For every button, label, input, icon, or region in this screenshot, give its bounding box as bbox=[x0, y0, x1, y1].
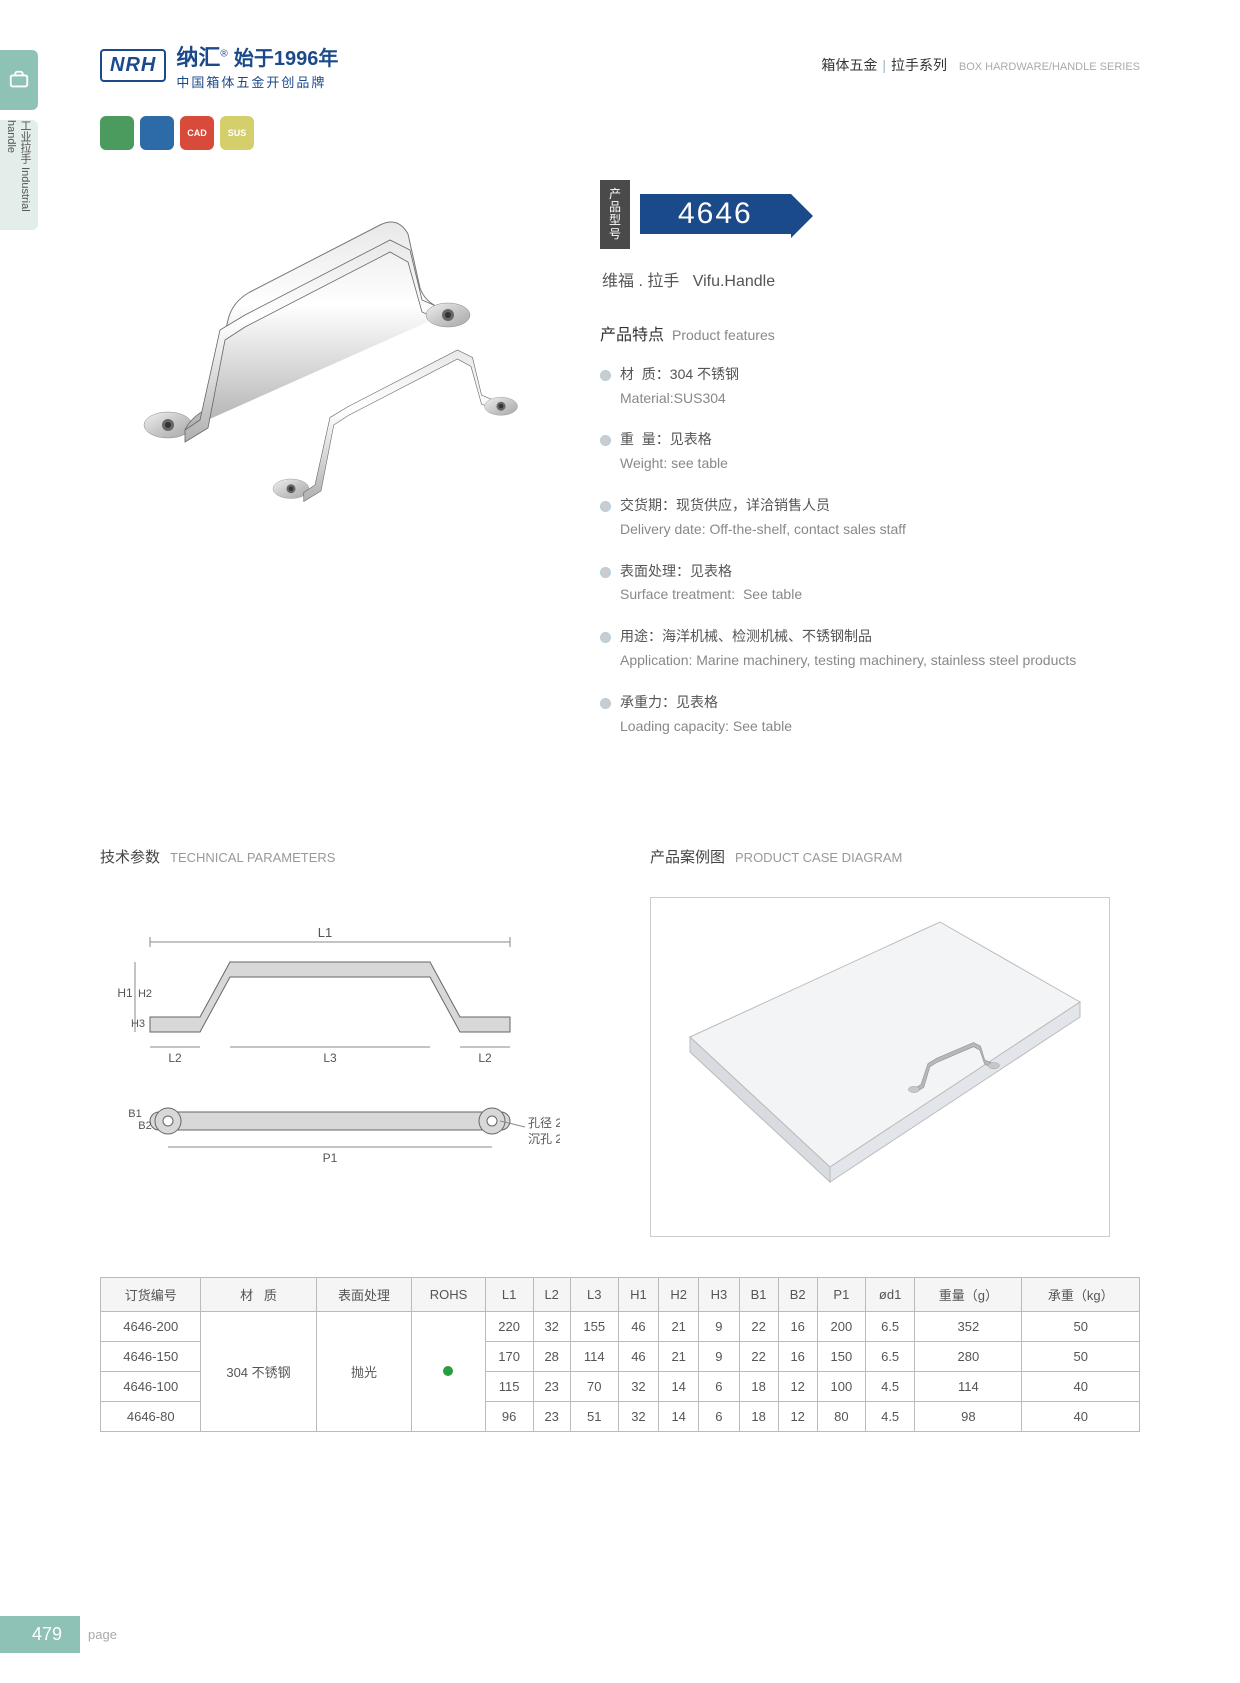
logo-cn: 纳汇 bbox=[176, 45, 220, 70]
feature-item: 材 质：304 不锈钢Material:SUS304 bbox=[600, 363, 1140, 411]
tech-params-title: 技术参数TECHNICAL PARAMETERS bbox=[100, 846, 590, 867]
table-header: L3 bbox=[570, 1278, 618, 1312]
feature-item: 用途：海洋机械、检测机械、不锈钢制品Application: Marine ma… bbox=[600, 625, 1140, 673]
table-header: ROHS bbox=[412, 1278, 485, 1312]
svg-text:L2: L2 bbox=[168, 1051, 182, 1065]
logo-sub: 中国箱体五金开创品牌 bbox=[176, 72, 338, 91]
certification-badge: SUS bbox=[220, 116, 254, 150]
table-header: H1 bbox=[618, 1278, 658, 1312]
product-info: 产品型号 4646 维福 . 拉手 Vifu.Handle 产品特点Produc… bbox=[600, 180, 1140, 756]
svg-text:孔径 2*ød1: 孔径 2*ød1 bbox=[528, 1116, 560, 1130]
svg-text:L2: L2 bbox=[478, 1051, 492, 1065]
feature-item: 重 量：见表格Weight: see table bbox=[600, 428, 1140, 476]
feature-item: 表面处理：见表格Surface treatment: See table bbox=[600, 560, 1140, 608]
feature-item: 承重力：见表格Loading capacity: See table bbox=[600, 691, 1140, 739]
table-header: 表面处理 bbox=[316, 1278, 412, 1312]
logo-year: 始于1996年 bbox=[234, 48, 339, 70]
certification-badge bbox=[140, 116, 174, 150]
logo-brand: NRH bbox=[100, 49, 166, 82]
table-header: 材 质 bbox=[201, 1278, 316, 1312]
svg-text:B2: B2 bbox=[138, 1120, 151, 1132]
model-number: 4646 bbox=[640, 194, 791, 234]
certification-badge: CAD bbox=[180, 116, 214, 150]
table-header: 承重（kg） bbox=[1022, 1278, 1140, 1312]
table-header: 订货编号 bbox=[101, 1278, 201, 1312]
table-header: H3 bbox=[699, 1278, 739, 1312]
svg-text:沉孔 2*ød2: 沉孔 2*ød2 bbox=[528, 1132, 560, 1146]
table-header: B1 bbox=[739, 1278, 778, 1312]
table-header: B2 bbox=[778, 1278, 817, 1312]
table-header: P1 bbox=[817, 1278, 865, 1312]
logo-area: NRH 纳汇® 始于1996年 中国箱体五金开创品牌 bbox=[100, 40, 338, 91]
page-number: 479 page bbox=[0, 1616, 117, 1653]
table-header: H2 bbox=[659, 1278, 699, 1312]
model-label: 产品型号 bbox=[600, 180, 630, 249]
table-header: ød1 bbox=[865, 1278, 914, 1312]
technical-diagram: L1 L2 L3 L2 H1 H2 H3 B1 B2 P1 bbox=[100, 897, 560, 1177]
certification-badge bbox=[100, 116, 134, 150]
badge-row: CADSUS bbox=[100, 116, 1140, 150]
svg-text:B1: B1 bbox=[128, 1108, 141, 1120]
svg-text:P1: P1 bbox=[323, 1151, 338, 1165]
table-row: 4646-200304 不锈钢抛光220321554621922162006.5… bbox=[101, 1312, 1140, 1342]
svg-text:H1: H1 bbox=[117, 986, 133, 1000]
page-header: NRH 纳汇® 始于1996年 中国箱体五金开创品牌 箱体五金|拉手系列 BOX… bbox=[100, 40, 1140, 91]
svg-text:L1: L1 bbox=[318, 925, 332, 940]
table-header: 重量（g） bbox=[915, 1278, 1022, 1312]
features-title: 产品特点Product features bbox=[600, 321, 1140, 345]
table-header: L2 bbox=[533, 1278, 570, 1312]
svg-text:H2: H2 bbox=[138, 988, 152, 1000]
header-category: 箱体五金|拉手系列 BOX HARDWARE/HANDLE SERIES bbox=[821, 55, 1140, 75]
feature-item: 交货期：现货供应，详洽销售人员Delivery date: Off-the-sh… bbox=[600, 494, 1140, 542]
case-diagram-title: 产品案例图PRODUCT CASE DIAGRAM bbox=[650, 846, 1140, 867]
table-header: L1 bbox=[485, 1278, 533, 1312]
spec-table: 订货编号材 质表面处理ROHSL1L2L3H1H2H3B1B2P1ød1重量（g… bbox=[100, 1277, 1140, 1432]
svg-text:H3: H3 bbox=[131, 1018, 145, 1030]
case-diagram bbox=[650, 897, 1110, 1237]
product-name: 维福 . 拉手 Vifu.Handle bbox=[602, 267, 1140, 291]
product-image bbox=[100, 180, 540, 560]
svg-text:L3: L3 bbox=[323, 1051, 337, 1065]
